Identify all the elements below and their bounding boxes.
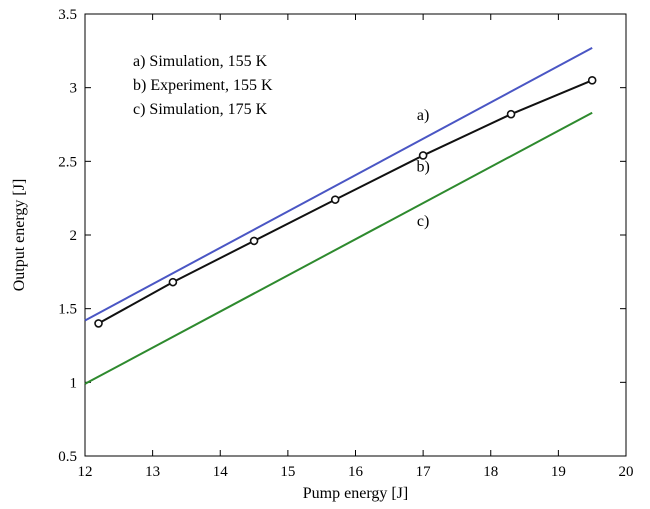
x-tick-label: 14 [213,464,229,480]
x-tick-label: 19 [551,464,566,480]
legend-entry: c) Simulation, 175 K [133,101,268,118]
plot-area: 12 13 14 15 16 17 18 19 20 0.5 1 1.5 2 2.5 3 3.5 a) b) c) [58,7,633,480]
axis-ticks: 12 13 14 15 16 17 18 19 20 0.5 1 1.5 2 2.5 3 3.5 [58,7,633,480]
x-tick-label: 16 [348,464,364,480]
data-point [587,76,597,85]
x-tick-label: 18 [483,464,498,480]
data-point [330,195,340,204]
series-line-a [84,47,593,322]
y-tick-label: 0.5 [58,449,77,465]
legend-entry: a) Simulation, 155 K [133,53,268,70]
y-tick-label: 2 [70,228,78,244]
series-layer [84,47,597,385]
x-tick-label: 17 [416,464,432,480]
y-axis-label: Output energy [J] [11,179,28,292]
y-tick-label: 3.5 [58,7,77,23]
y-tick-label: 1.5 [58,302,77,318]
series-annotation: c) [417,213,429,230]
y-tick-label: 3 [70,81,78,97]
legend-entry: b) Experiment, 155 K [133,77,273,94]
x-tick-label: 15 [280,464,295,480]
data-point [168,277,178,287]
data-point [418,151,428,160]
x-tick-label: 13 [145,464,160,480]
series-annotation: b) [416,159,429,176]
data-point [94,319,103,328]
series-line-c [84,111,593,385]
annotation-layer: a) b) c) [416,107,429,230]
data-point [249,236,259,246]
x-tick-label: 12 [78,464,93,480]
series-annotation: a) [417,107,429,124]
x-axis-label: Pump energy [J] [303,485,408,502]
y-tick-label: 1 [70,375,78,391]
data-point [506,109,516,119]
legend: a) Simulation, 155 K b) Experiment, 155 K… [133,53,273,118]
x-tick-label: 20 [619,464,634,480]
y-tick-label: 2.5 [58,154,77,170]
